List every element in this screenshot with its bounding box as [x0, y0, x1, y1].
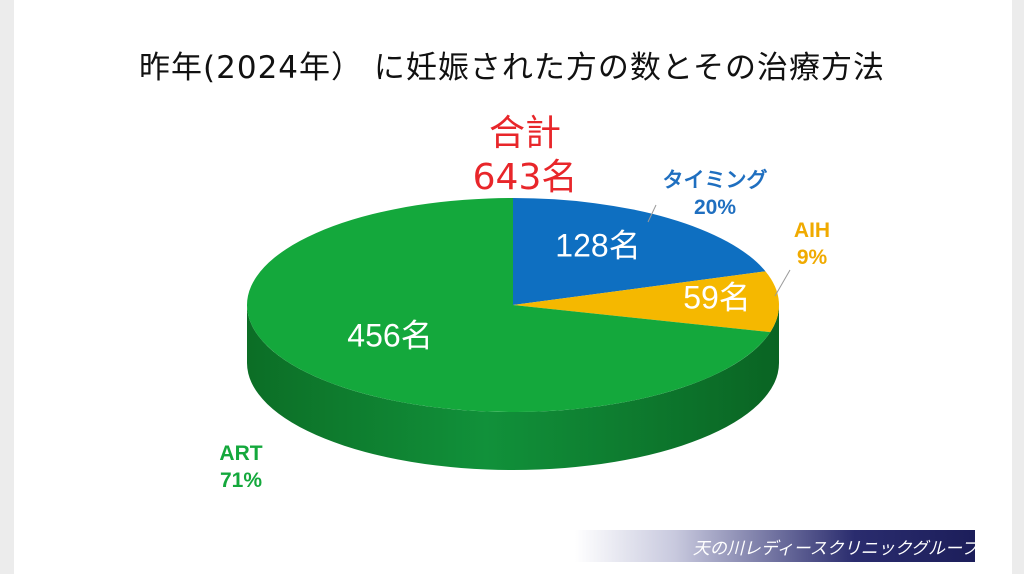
pie-slice-art — [247, 198, 771, 412]
label-aih-percent: 9% — [796, 246, 828, 269]
left-frame — [0, 0, 14, 574]
total-label: 合計 — [488, 113, 561, 154]
chart-title: 昨年(2024年） に妊娠された方の数とその治療方法 — [139, 50, 885, 86]
label-art-name: ART — [219, 442, 263, 465]
footer-band — [575, 530, 975, 562]
leader-line — [774, 269, 791, 297]
label-timing-name: タイミング — [662, 169, 768, 192]
slice-count-label: 456名 — [347, 317, 432, 353]
slice-count-label: 128名 — [555, 227, 640, 263]
footer-text: 天の川レディースクリニックグループ — [692, 539, 978, 559]
label-timing-percent: 20% — [693, 196, 737, 219]
total-value: 643名 — [472, 157, 578, 198]
label-timing: タイミング 20% — [640, 167, 790, 221]
slice-count-label: 59名 — [683, 279, 751, 315]
pie-side-wall — [247, 305, 779, 470]
pie-slice-aih — [513, 271, 779, 333]
label-aih-name: AIH — [793, 219, 831, 242]
leader-line — [647, 204, 657, 223]
label-art-percent: 71% — [219, 469, 263, 492]
label-aih: AIH 9% — [772, 217, 852, 271]
label-art: ART 71% — [196, 440, 286, 494]
right-frame — [1012, 0, 1024, 574]
pie-slice-timing — [513, 198, 766, 305]
